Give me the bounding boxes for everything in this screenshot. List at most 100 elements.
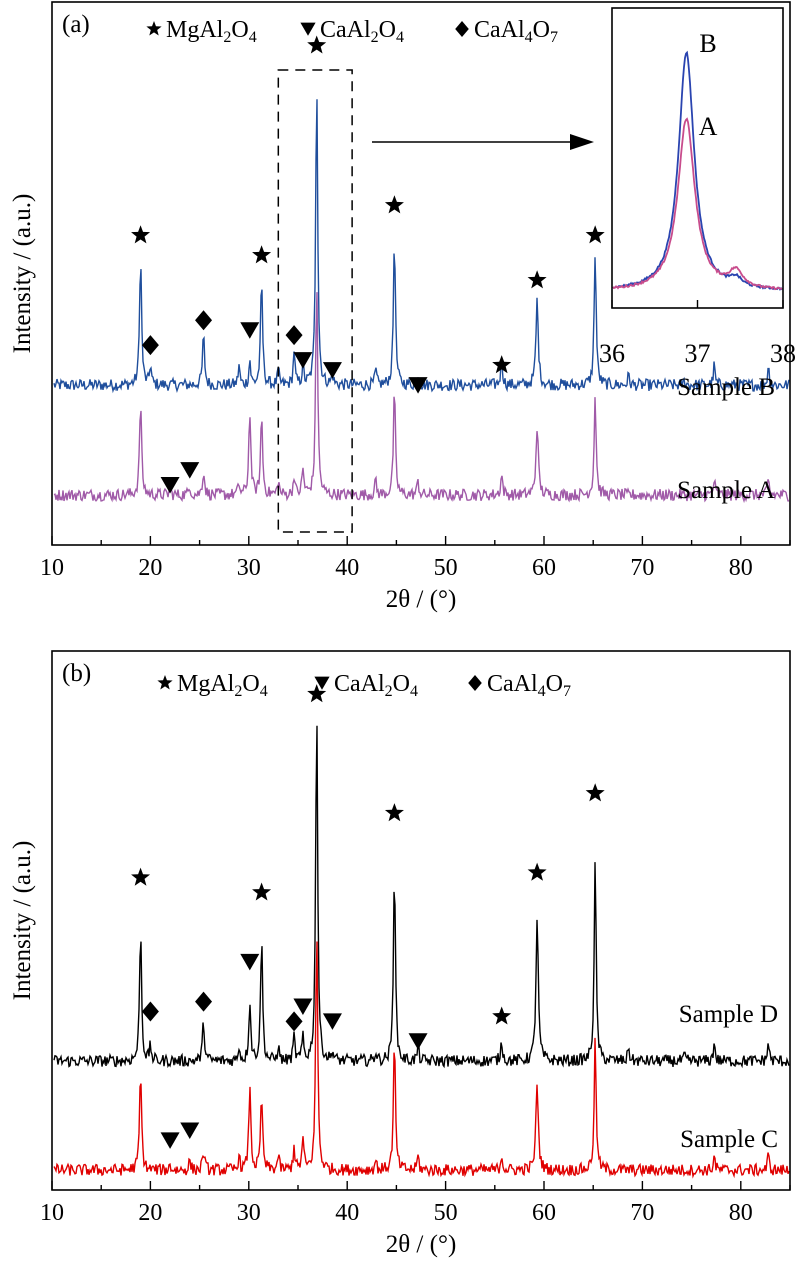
panel-b: 10 20 30 40 50 60 70 80 2θ / (°) Intensity / (a.u… [9, 650, 791, 1258]
caal2o4-triangle-marker [322, 1013, 342, 1030]
mgal2o4-star-marker [585, 225, 605, 244]
legend-subscript: 4 [410, 683, 418, 700]
x-tick-label: 60 [532, 1200, 556, 1226]
x-tick-label: 20 [138, 1200, 162, 1226]
panel-a: 10 20 30 40 50 60 70 80 2θ / (°) Intensity / (a.u… [9, 1, 791, 613]
mgal2o4-star-marker [252, 882, 272, 901]
series-line-sample-c [53, 941, 790, 1179]
x-tick-label: 50 [434, 555, 458, 581]
caal4o7-diamond-marker [141, 1001, 159, 1022]
caal2o4-triangle-marker [180, 1122, 200, 1139]
x-tick-label: 40 [335, 1200, 359, 1226]
y-axis-label: Intensity / (a.u.) [9, 841, 36, 1001]
caal4o7-diamond-marker [195, 310, 213, 331]
inset-x-tick-label: 38 [770, 339, 796, 368]
legend-label: CaAl4O7 [474, 17, 558, 46]
zoom-arrow-head [570, 134, 594, 150]
legend-subscript: 2 [234, 683, 242, 700]
legend-label: CaAl4O7 [487, 671, 571, 700]
legend: MgAl2O4 CaAl2O4 CaAl4O7 [157, 671, 571, 700]
caal2o4-triangle-marker [293, 352, 313, 369]
legend-text: MgAl [166, 17, 224, 43]
legend-subscript: 4 [260, 683, 268, 700]
caal2o4-triangle-marker [240, 322, 260, 339]
x-tick-label: 50 [434, 1200, 458, 1226]
legend-label: MgAl2O4 [177, 671, 268, 700]
series-line-sample-b [53, 99, 790, 394]
caal2o4-triangle-marker [160, 477, 180, 494]
zoom-region-box [277, 69, 353, 533]
x-tick-label: 10 [40, 1200, 64, 1226]
caal2o4-triangle-marker [160, 1132, 180, 1149]
caal2o4-triangle-marker [322, 362, 342, 379]
caal4o7-diamond-marker [468, 675, 482, 691]
x-tick-label: 60 [532, 555, 556, 581]
mgal2o4-star-marker [527, 862, 547, 881]
legend-text: MgAl [177, 671, 235, 697]
y-axis-label: Intensity / (a.u.) [9, 194, 36, 354]
mgal2o4-star-marker [157, 675, 173, 690]
legend: MgAl2O4 CaAl2O4 CaAl4O7 [146, 17, 558, 46]
legend-subscript: 2 [385, 683, 393, 700]
mgal2o4-star-marker [384, 195, 404, 214]
mgal2o4-star-marker [527, 270, 547, 289]
caal4o7-diamond-marker [285, 325, 303, 346]
series-line-sample-a [53, 292, 790, 504]
inset-background [609, 5, 786, 343]
mgal2o4-star-marker [146, 21, 162, 36]
plot-frame [51, 1, 791, 546]
x-tick-label: 30 [237, 555, 261, 581]
inset-series-label: A [699, 112, 718, 141]
legend-text: CaAl [320, 17, 371, 43]
legend-subscript: 2 [371, 29, 379, 46]
caal2o4-triangle-marker [300, 22, 316, 36]
series-label: Sample D [679, 1001, 778, 1028]
plot-frame [51, 650, 791, 1191]
panel-label: (a) [62, 11, 90, 38]
legend-subscript: 7 [550, 29, 558, 46]
x-axis-label: 2θ / (°) [386, 1231, 457, 1258]
legend-subscript: 4 [538, 683, 546, 700]
mgal2o4-star-marker [384, 803, 404, 822]
legend-subscript: 4 [249, 29, 257, 46]
x-tick-label: 20 [138, 555, 162, 581]
series-label: Sample C [680, 1126, 778, 1153]
x-tick-label: 80 [729, 1200, 753, 1226]
x-axis-label: 2θ / (°) [386, 586, 457, 613]
x-tick-label: 30 [237, 1200, 261, 1226]
x-tick-label: 70 [630, 555, 654, 581]
legend-text: O [393, 671, 410, 697]
legend-label: CaAl2O4 [334, 671, 418, 700]
x-tick-label: 10 [40, 555, 64, 581]
mgal2o4-star-marker [492, 355, 512, 374]
caal2o4-triangle-marker [408, 377, 428, 394]
caal2o4-triangle-marker [240, 953, 260, 971]
caal4o7-diamond-marker [285, 1011, 303, 1032]
inset-series-a [612, 117, 783, 291]
panel-label: (b) [62, 660, 91, 687]
caal4o7-diamond-marker [455, 21, 469, 37]
legend-subscript: 2 [223, 29, 231, 46]
legend-subscript: 4 [525, 29, 533, 46]
legend-text: O [546, 671, 563, 697]
legend-text: CaAl [487, 671, 538, 697]
caal2o4-triangle-marker [314, 676, 330, 690]
inset-x-tick-label: 37 [685, 339, 711, 368]
legend-text: CaAl [474, 17, 525, 43]
series-line-sample-d [53, 725, 790, 1069]
x-tick-label: 70 [630, 1200, 654, 1226]
mgal2o4-star-marker [492, 1006, 512, 1025]
caal2o4-triangle-marker [293, 998, 313, 1016]
legend-label: CaAl2O4 [320, 17, 404, 46]
mgal2o4-star-marker [131, 225, 151, 244]
legend-text: CaAl [334, 671, 385, 697]
inset-x-tick-label: 36 [599, 339, 625, 368]
inset-series-label: B [699, 29, 716, 58]
legend-text: O [231, 17, 248, 43]
caal2o4-triangle-marker [408, 1033, 428, 1050]
legend-label: MgAl2O4 [166, 17, 257, 46]
legend-text: O [242, 671, 259, 697]
mgal2o4-star-marker [252, 245, 272, 264]
caal4o7-diamond-marker [141, 335, 159, 356]
legend-text: O [533, 17, 550, 43]
